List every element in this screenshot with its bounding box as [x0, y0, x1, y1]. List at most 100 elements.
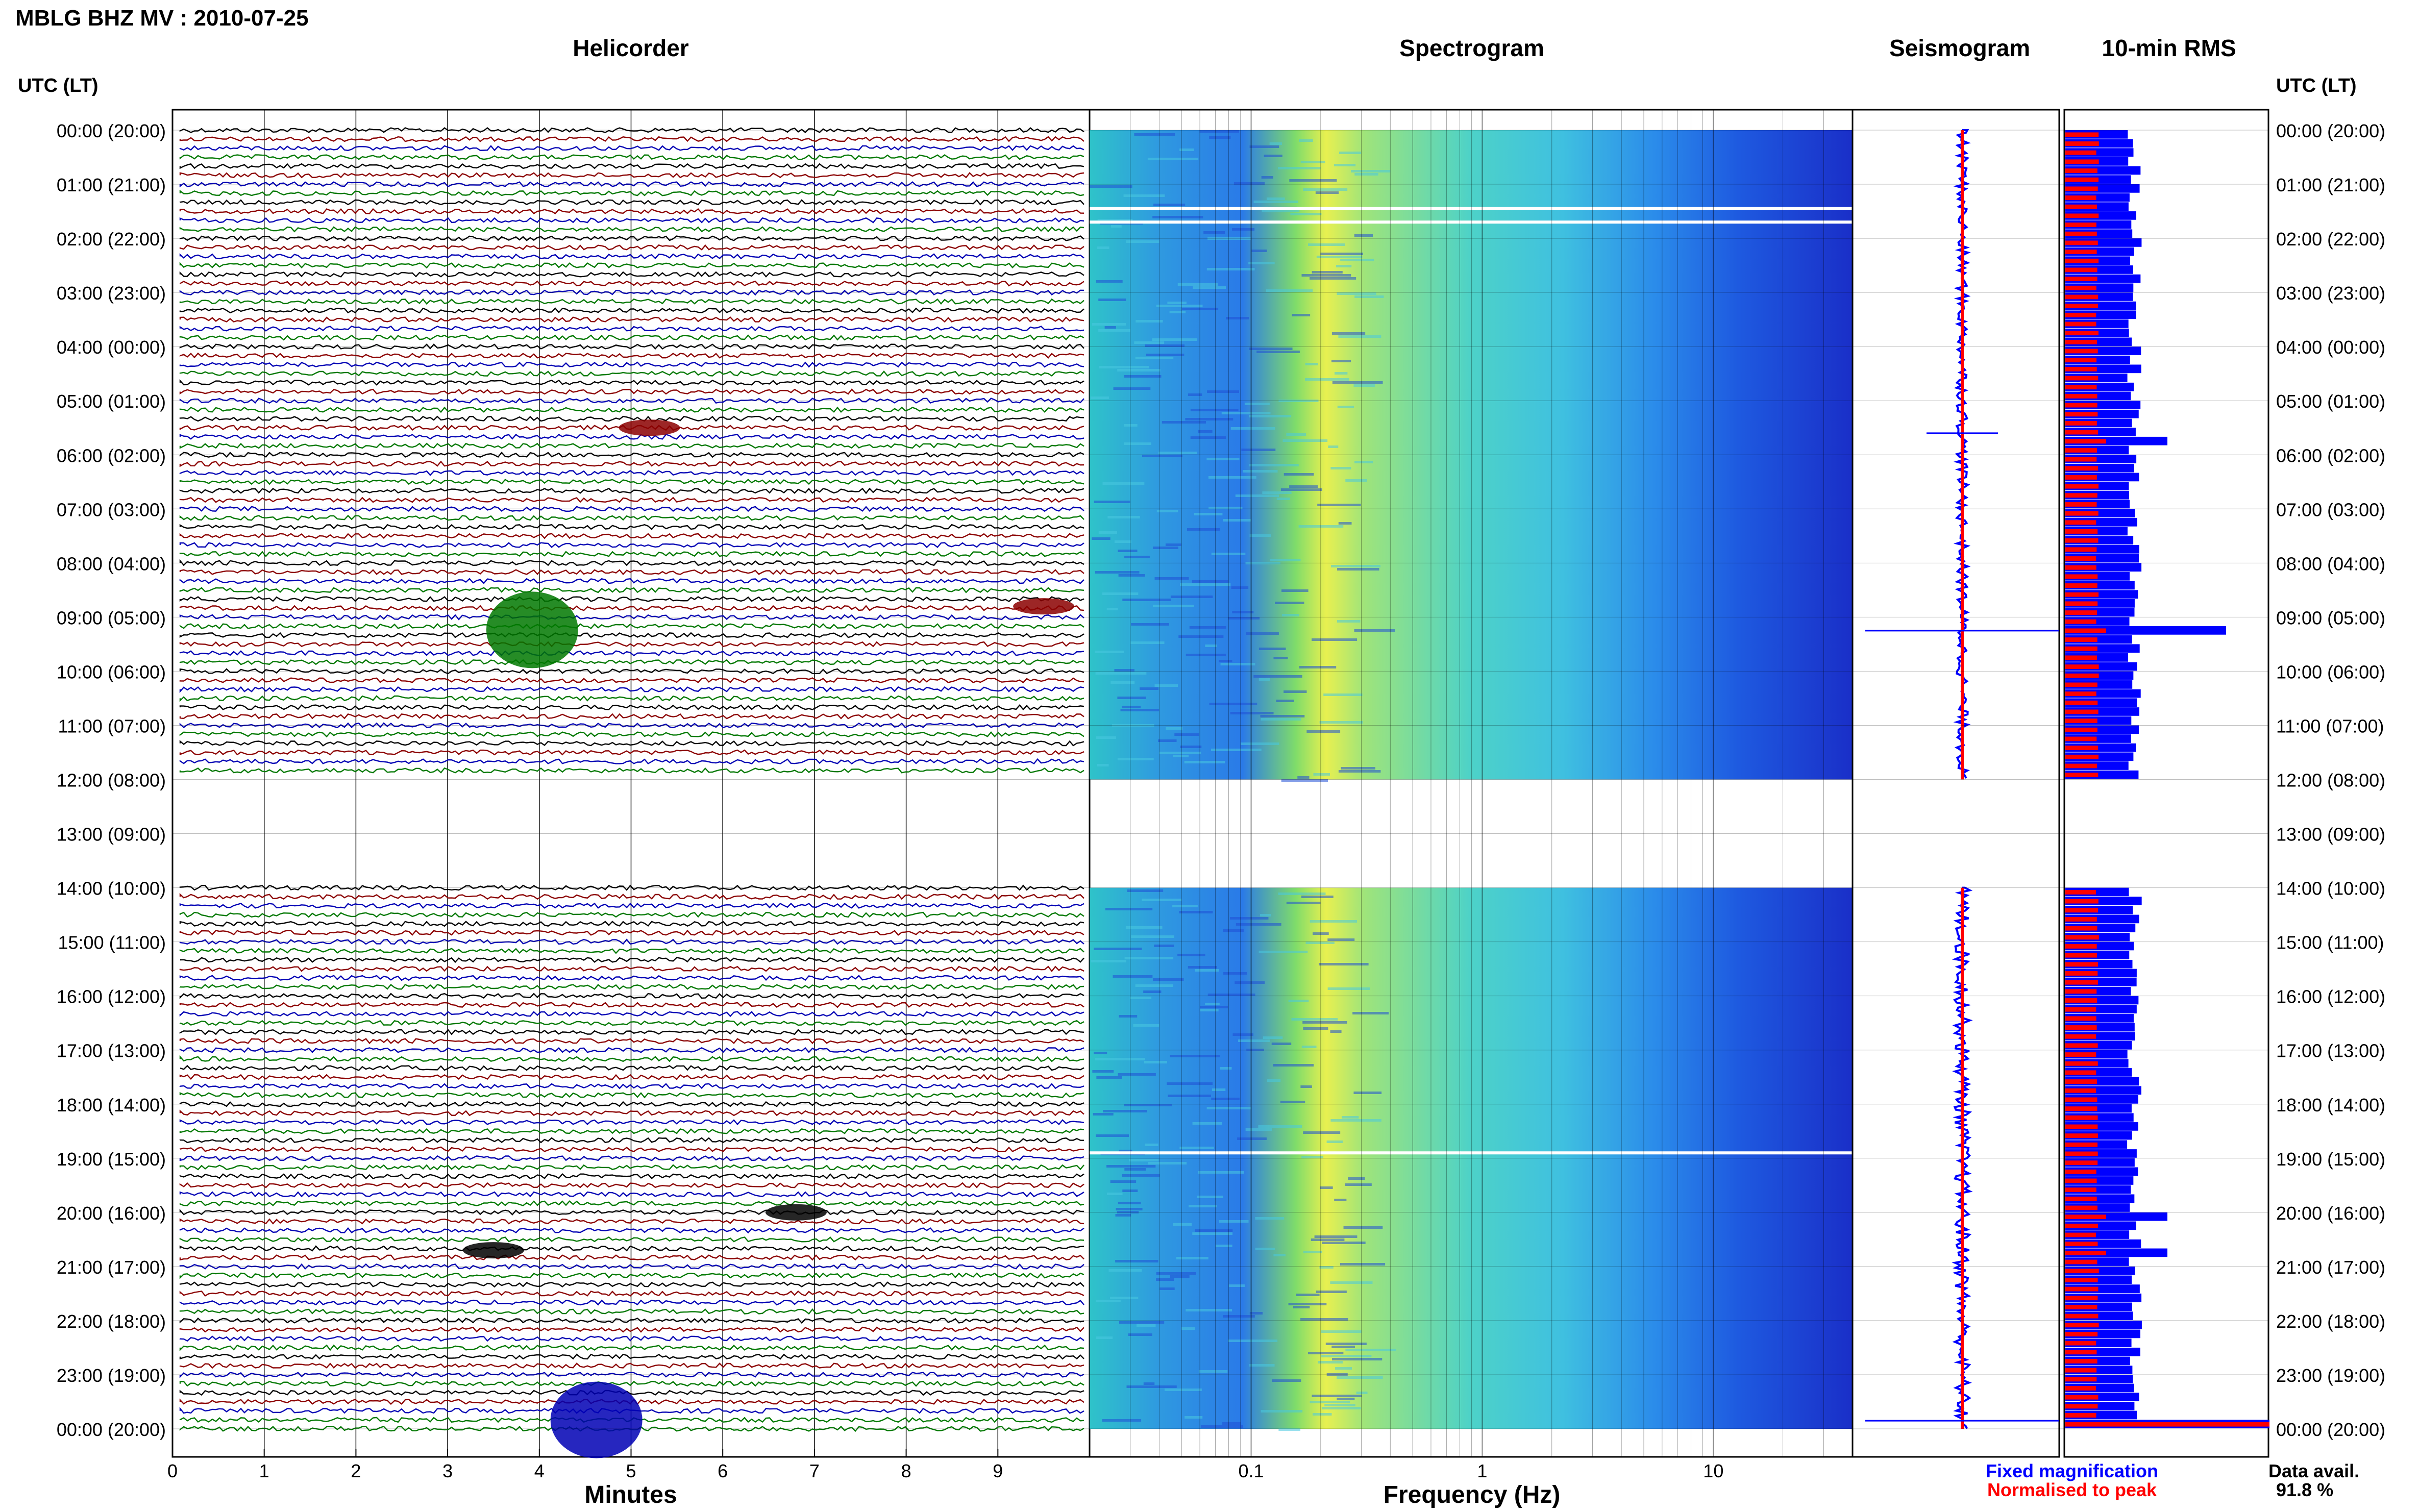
spectrogram-texture — [1200, 1425, 1243, 1428]
helicorder-trace — [179, 929, 1084, 936]
spectrogram-texture — [1136, 320, 1163, 323]
minutes-tick-label: 3 — [442, 1460, 453, 1481]
rms-bar-normalised — [2065, 1350, 2097, 1355]
spectrogram-texture — [1180, 583, 1231, 586]
rms-bar-normalised — [2065, 1323, 2099, 1328]
helicorder-trace — [179, 911, 1084, 918]
spectrogram-texture — [1305, 941, 1335, 944]
spectrogram-texture — [1104, 326, 1116, 329]
spectrogram-texture — [1271, 1043, 1292, 1045]
spectrogram-texture — [1228, 1284, 1245, 1287]
spectrogram-texture — [1148, 1162, 1187, 1164]
spectrogram-texture — [1276, 498, 1290, 500]
spectrogram-block — [1090, 887, 1853, 1429]
spectrogram-texture — [1305, 378, 1350, 381]
spectrogram-texture — [1096, 1336, 1113, 1339]
spectrogram-texture — [1207, 390, 1239, 393]
spectrogram-texture — [1283, 690, 1307, 693]
spectrogram-texture — [1317, 504, 1361, 506]
spectrogram-texture — [1232, 611, 1254, 613]
rms-bar-normalised — [2065, 1196, 2097, 1201]
spectrogram-texture — [1232, 1033, 1254, 1036]
spectrogram-texture — [1312, 638, 1357, 641]
spectrogram-texture — [1261, 1410, 1303, 1412]
rms-bar-normalised — [2065, 989, 2097, 994]
seismogram-title: Seismogram — [1889, 35, 2030, 61]
helicorder-trace — [180, 1064, 1084, 1072]
helicorder-trace — [179, 965, 1084, 973]
spectrogram-texture — [1118, 574, 1145, 577]
spectrogram-texture — [1124, 957, 1174, 959]
spectrogram-texture — [1170, 1275, 1190, 1278]
spectrogram-texture — [1312, 271, 1343, 274]
spectrogram-texture — [1269, 142, 1282, 145]
rms-bar-normalised — [2065, 1214, 2106, 1220]
spectrogram-texture — [1117, 369, 1161, 371]
rms-bar-normalised — [2065, 1242, 2098, 1247]
rms-bar-normalised — [2065, 430, 2099, 435]
helicorder-trace — [179, 578, 1084, 584]
spectrogram-texture — [1292, 314, 1311, 316]
spectrogram-texture — [1134, 341, 1165, 344]
hour-label-left: 23:00 (19:00) — [57, 1365, 166, 1386]
rms-title: 10-min RMS — [2102, 35, 2236, 61]
rms-bar-normalised — [2065, 1115, 2098, 1120]
helicorder-trace — [179, 1317, 1084, 1324]
spectrogram-texture — [1293, 1306, 1310, 1308]
spectrogram-texture — [1289, 485, 1318, 488]
rms-bar-normalised — [2065, 646, 2097, 651]
helicorder-trace — [179, 189, 1084, 196]
hour-label-right: 11:00 (07:00) — [2276, 715, 2384, 736]
spectrogram-texture — [1200, 1006, 1228, 1008]
rms-bar-normalised — [2065, 736, 2097, 741]
spectrogram-texture — [1324, 1404, 1355, 1406]
helicorder-trace — [179, 1281, 1084, 1288]
spectrogram-texture — [1216, 1245, 1232, 1247]
rms-bar-normalised — [2065, 1368, 2097, 1373]
spectrogram-texture — [1342, 1116, 1359, 1119]
spectrogram-texture — [1230, 427, 1275, 430]
helicorder-trace — [179, 262, 1084, 269]
rms-bar-normalised — [2065, 484, 2099, 489]
helicorder-trace — [179, 1208, 1084, 1216]
spectrogram-texture — [1223, 519, 1251, 522]
helicorder-trace — [179, 1390, 1084, 1396]
rms-bar-normalised — [2065, 177, 2099, 182]
spectrogram-texture — [1152, 978, 1184, 981]
spectrogram-texture — [1337, 406, 1354, 408]
spectrogram-texture — [1251, 250, 1267, 252]
rms-bar-normalised — [2065, 746, 2099, 751]
minutes-tick-label: 7 — [809, 1460, 820, 1481]
rms-bar-normalised — [2065, 285, 2096, 290]
hour-label-right: 20:00 (16:00) — [2276, 1203, 2385, 1224]
rms-bar-normalised — [2065, 1025, 2097, 1030]
helicorder-trace — [179, 352, 1084, 359]
spectrogram-texture — [1172, 905, 1198, 907]
rms-bar-normalised — [2065, 294, 2099, 300]
spectrogram-texture — [1124, 442, 1151, 445]
rms-bar-normalised — [2065, 403, 2097, 408]
spectrogram-texture — [1107, 516, 1140, 518]
frequency-tick-label: 1 — [1477, 1460, 1487, 1481]
spectrogram-texture — [1122, 599, 1171, 601]
rms-bar-normalised — [2065, 1034, 2096, 1039]
rms-bar-normalised — [2065, 637, 2097, 642]
spectrogram-texture — [1320, 253, 1364, 255]
helicorder-trace — [179, 244, 1084, 251]
spectrogram-texture — [1278, 893, 1326, 895]
hour-label-left: 00:00 (20:00) — [57, 1419, 166, 1440]
rms-bar-normalised — [2065, 1232, 2096, 1237]
hour-label-left: 06:00 (02:00) — [57, 445, 166, 466]
spectrogram-texture — [1162, 421, 1206, 424]
spectrogram-texture — [1157, 739, 1177, 742]
hour-label-left: 09:00 (05:00) — [57, 607, 166, 628]
spectrogram-texture — [1289, 179, 1337, 182]
spectrogram-texture — [1209, 136, 1231, 139]
spectrogram-texture — [1211, 1098, 1240, 1100]
rms-bar-normalised — [2065, 1079, 2097, 1084]
helicorder-trace — [179, 524, 1084, 530]
spectrogram-texture — [1125, 926, 1163, 929]
spectrogram-texture — [1178, 635, 1224, 638]
helicorder-trace — [179, 993, 1084, 999]
helicorder-trace — [179, 749, 1084, 756]
